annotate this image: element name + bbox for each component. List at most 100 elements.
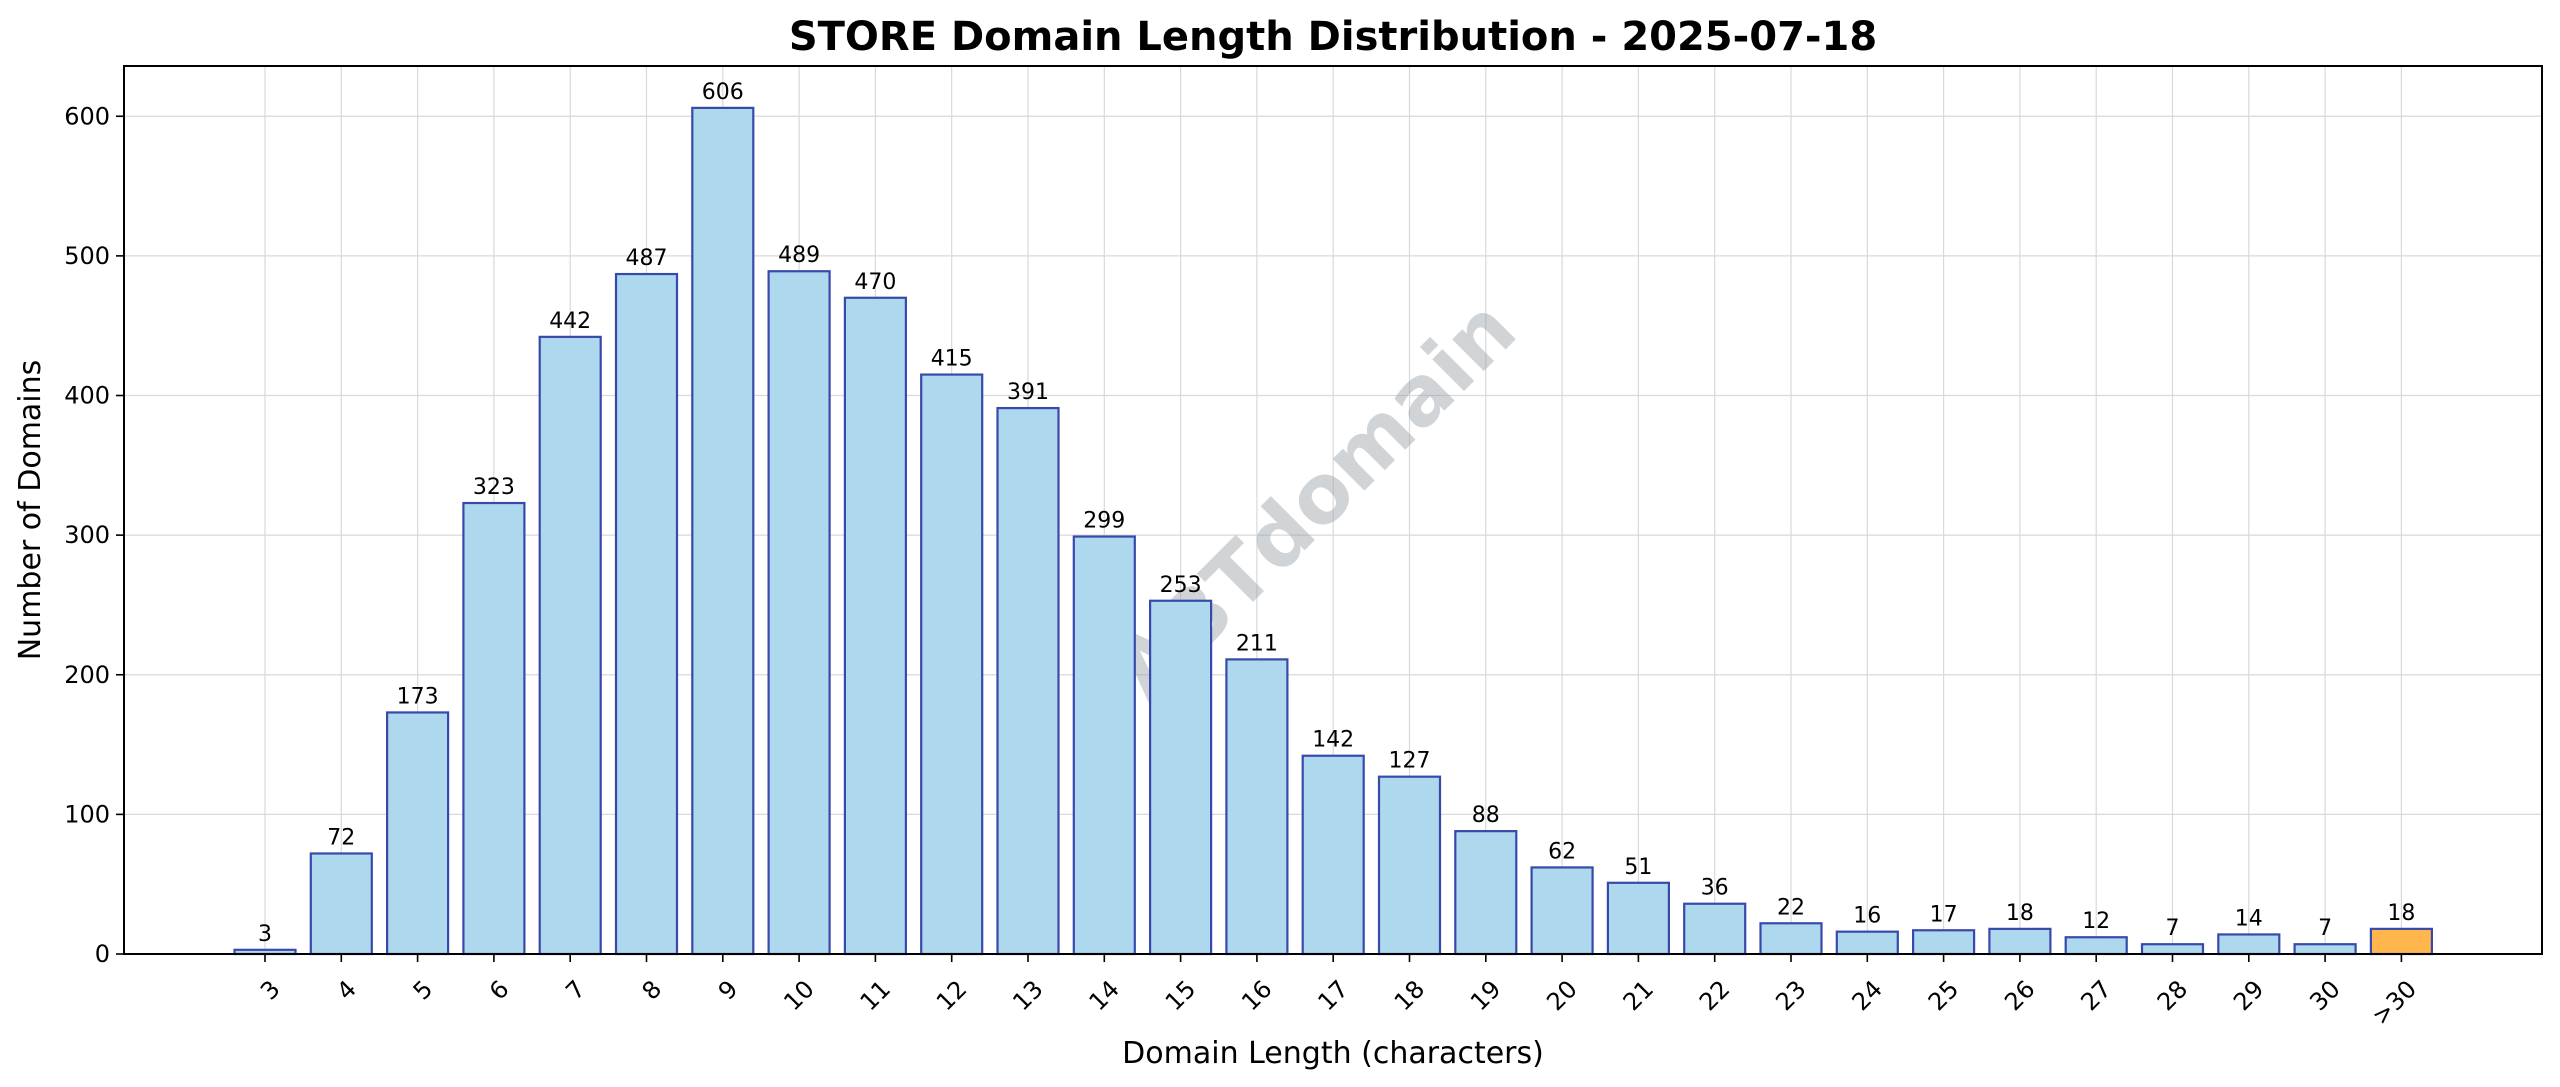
- data-label-11: 470: [854, 270, 896, 295]
- bar-21: [1606, 881, 1671, 956]
- x-tick-label-4: 4: [331, 975, 362, 1006]
- data-label-12: 415: [931, 347, 973, 372]
- plot-frame: [123, 65, 2543, 955]
- data-label-22: 36: [1701, 876, 1729, 901]
- bar-20: [1530, 866, 1594, 956]
- x-tick-label-28: 28: [2152, 975, 2193, 1016]
- bar-26: [1988, 927, 2052, 956]
- bar-9: [691, 106, 755, 956]
- data-label-18: 127: [1389, 749, 1431, 774]
- bar-24: [1835, 930, 1899, 956]
- data-label-24: 16: [1853, 904, 1881, 929]
- x-tick-label-8: 8: [637, 975, 668, 1006]
- data-label-25: 17: [1930, 902, 1958, 927]
- data-label-14: 299: [1083, 509, 1125, 534]
- bar-17: [1301, 754, 1365, 956]
- bar-14: [1072, 535, 1136, 956]
- x-tick-label-12: 12: [931, 975, 972, 1016]
- x-tick-label-9: 9: [713, 975, 744, 1006]
- bar-11: [843, 296, 908, 956]
- y-tick-label: 600: [64, 102, 110, 130]
- bar-6: [462, 501, 526, 956]
- x-tick-label-13: 13: [1007, 975, 1048, 1016]
- data-labels-layer: 3 72 173 323 442 487 606 489 470 415 391 299 253 211 1…: [258, 80, 2415, 947]
- bars-layer: [233, 106, 2433, 956]
- data-label-16: 211: [1236, 631, 1278, 656]
- x-axis-label: Domain Length (characters): [1122, 1036, 1544, 1071]
- data-label->30: 18: [2387, 901, 2415, 926]
- data-label-9: 606: [702, 80, 744, 105]
- data-label-6: 323: [473, 475, 515, 500]
- bar-18: [1377, 775, 1442, 956]
- bar-7: [538, 335, 602, 956]
- x-tick-label-22: 22: [1694, 975, 1735, 1016]
- bar-8: [614, 272, 679, 956]
- data-label-28: 7: [2166, 916, 2180, 941]
- x-tick-label-7: 7: [560, 975, 591, 1006]
- x-tick-label-26: 26: [1999, 975, 2040, 1016]
- bar-23: [1759, 922, 1823, 956]
- y-axis-label: Number of Domains: [13, 360, 48, 661]
- data-label-5: 173: [397, 684, 439, 709]
- data-label-13: 391: [1007, 380, 1049, 405]
- x-tick-label-18: 18: [1389, 975, 1430, 1016]
- bar-19: [1454, 830, 1518, 956]
- y-tick-label: 300: [64, 521, 110, 549]
- y-tick-label: 400: [64, 382, 110, 410]
- data-label-20: 62: [1548, 839, 1576, 864]
- bar-22: [1683, 902, 1747, 956]
- x-tick-label-5: 5: [408, 975, 439, 1006]
- x-tick-label-25: 25: [1923, 975, 1964, 1016]
- x-tick-label-3: 3: [255, 975, 286, 1006]
- x-tick-label-17: 17: [1312, 975, 1353, 1016]
- data-label-17: 142: [1312, 728, 1354, 753]
- bar-13: [996, 406, 1060, 956]
- x-tick-label-19: 19: [1465, 975, 1506, 1016]
- x-tick-label-24: 24: [1847, 975, 1888, 1016]
- x-tick-label-11: 11: [855, 975, 896, 1016]
- x-tick-label-20: 20: [1541, 975, 1582, 1016]
- x-tick-label-21: 21: [1618, 975, 1659, 1016]
- y-tick-label: 500: [64, 242, 110, 270]
- y-tick-label: 0: [95, 940, 110, 968]
- x-tick-label-30: 30: [2304, 975, 2345, 1016]
- x-axis: 3 4 5 6 7 8 9 10 11 12 13 14 15 16 17 18 19 20 21 22 23 24 25 2…: [255, 954, 2422, 1031]
- data-label-19: 88: [1472, 803, 1500, 828]
- y-tick-label: 100: [64, 800, 110, 828]
- x-tick-label-15: 15: [1160, 975, 1201, 1016]
- bar-15: [1148, 599, 1213, 956]
- x-tick-label-16: 16: [1236, 975, 1277, 1016]
- data-label-29: 14: [2235, 906, 2263, 931]
- data-label-10: 489: [778, 243, 820, 268]
- bar-5: [386, 711, 450, 956]
- data-label-21: 51: [1624, 855, 1652, 880]
- data-label-23: 22: [1777, 895, 1805, 920]
- x-tick-label-29: 29: [2228, 975, 2269, 1016]
- bar-25: [1911, 929, 1976, 956]
- x-tick-label-27: 27: [2075, 975, 2116, 1016]
- bar-4: [309, 852, 373, 956]
- x-tick-label-14: 14: [1084, 975, 1125, 1016]
- bar-12: [920, 373, 984, 956]
- bar->30: [2369, 927, 2433, 956]
- bar-10: [767, 270, 831, 956]
- y-tick-label: 200: [64, 661, 110, 689]
- bar-27: [2064, 936, 2128, 956]
- data-label-4: 72: [327, 825, 355, 850]
- x-tick-label-10: 10: [778, 975, 819, 1016]
- x-tick-label->30: >30: [2366, 975, 2422, 1031]
- data-label-7: 442: [549, 309, 591, 334]
- x-tick-label-6: 6: [484, 975, 515, 1006]
- data-label-15: 253: [1160, 573, 1202, 598]
- data-label-27: 12: [2082, 909, 2110, 934]
- bar-28: [2140, 943, 2205, 956]
- x-tick-label-23: 23: [1770, 975, 1811, 1016]
- bar-30: [2293, 943, 2357, 956]
- chart-title: STORE Domain Length Distribution - 2025-…: [789, 14, 1877, 60]
- data-label-8: 487: [626, 246, 668, 271]
- bar-29: [2217, 933, 2281, 956]
- data-label-30: 7: [2318, 916, 2332, 941]
- y-axis: 0 100 200 300 400 500 600: [64, 102, 124, 968]
- data-label-3: 3: [258, 922, 272, 947]
